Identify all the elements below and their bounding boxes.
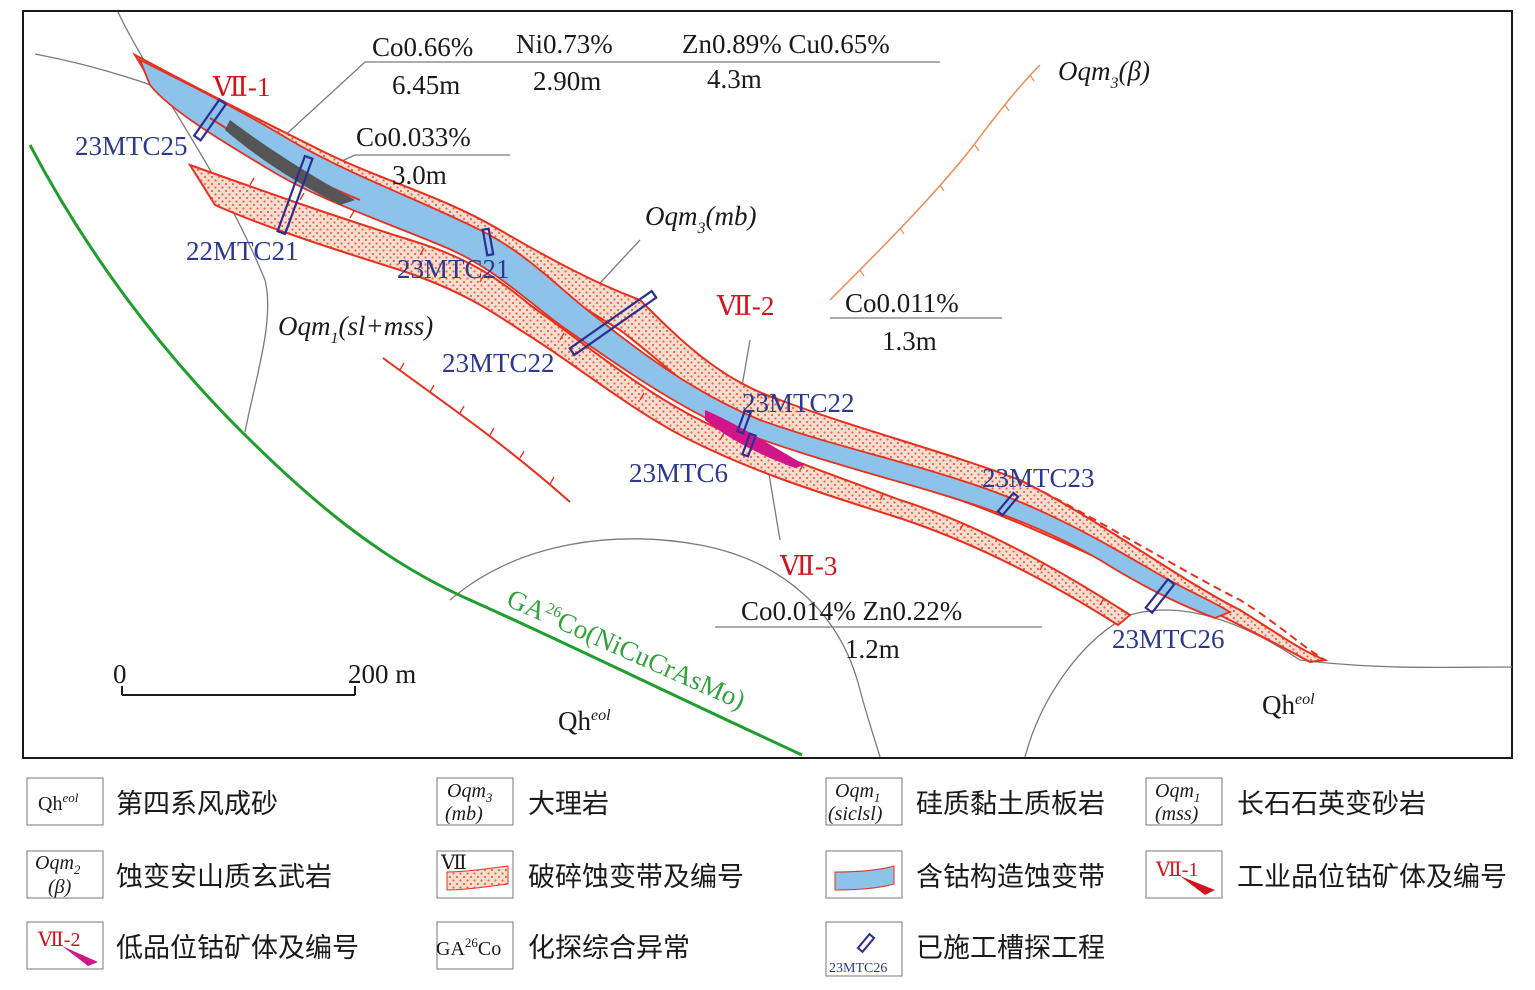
trench-label: 23MTC21: [397, 254, 510, 284]
legend-label: 破碎蚀变带及编号: [528, 862, 744, 893]
trench-label: 23MTC25: [75, 131, 188, 161]
legend-swatch-marble: [436, 777, 514, 826]
orebody-label: Ⅶ-2: [716, 291, 774, 321]
trench-label: 23MTC26: [1112, 624, 1225, 654]
legend-symbol: Oqm3: [447, 780, 493, 805]
legend-symbol: Ⅶ-1: [1155, 859, 1198, 881]
trench-label: 23MTC22: [442, 348, 555, 378]
trench-label: 22MTC21: [186, 236, 299, 266]
legend-swatch-anomaly: [436, 921, 514, 970]
legend-swatch-basalt: [26, 850, 104, 899]
sample-thickness: 1.3m: [882, 326, 937, 356]
sample-thickness: 4.3m: [707, 64, 762, 94]
legend-label: 低品位钴矿体及编号: [116, 933, 359, 964]
legend-label: 长石石英变砂岩: [1237, 789, 1426, 820]
legend-symbol: (β): [48, 876, 72, 898]
formation-marble-label: Oqm3(mb): [645, 201, 756, 237]
cobalt-zone: [138, 58, 1233, 619]
legend-symbol: (mb): [445, 803, 483, 825]
orebody-labels: Ⅶ-1 Ⅶ-2 Ⅶ-3: [212, 72, 837, 581]
sample-grade: Co0.66%: [372, 32, 473, 62]
orebody-VII-1: [225, 120, 355, 205]
legend-symbol: Ⅶ: [440, 852, 467, 874]
trench-label: 23MTC6: [629, 458, 728, 488]
sample-thickness: 2.90m: [533, 66, 601, 96]
legend-swatch-slate: [825, 777, 903, 826]
sample-grade: Co0.011%: [845, 288, 959, 318]
basalt-dike-ticks: [859, 74, 1035, 277]
legend-swatch-aeolian: [26, 777, 104, 826]
legend-symbol: (mss): [1155, 803, 1199, 825]
legend-label: 含钴构造蚀变带: [916, 862, 1105, 893]
formation-basalt-label: Oqm3(β): [1058, 56, 1150, 92]
legend-label: 第四系风成砂: [116, 789, 278, 820]
legend-label: 化探综合异常: [528, 933, 690, 964]
sample-grade: Ni0.73%: [516, 29, 613, 59]
altered-band-lower: [187, 163, 1132, 627]
basalt-dike: [829, 64, 1041, 301]
trench-label: 23MTC23: [982, 463, 1095, 493]
legend-label: 工业品位钴矿体及编号: [1237, 862, 1507, 893]
legend-symbol: Oqm1: [1155, 780, 1200, 805]
legend-label: 大理岩: [528, 789, 609, 820]
legend-orebody-low-mark: [62, 946, 98, 966]
dashed-fault: [1019, 479, 1326, 661]
legend-altered-patch: [446, 865, 509, 891]
legend-orebody-industrial-mark: [1180, 876, 1215, 895]
legend-symbol: Qheol: [38, 790, 79, 815]
formation-slate-label: Oqm1(sl+mss): [278, 311, 433, 347]
legend-symbol: Oqm1: [835, 780, 880, 805]
orebody-label: Ⅶ-3: [779, 551, 837, 581]
sample-grade: Co0.014% Zn0.22%: [741, 596, 962, 626]
fault-ticks: [249, 177, 1105, 606]
sample-grade: Co0.033%: [356, 122, 471, 152]
legend-cobalt-patch: [834, 865, 895, 891]
legend-symbol: Ⅶ-2: [37, 929, 80, 951]
legend-symbol: 23MTC26: [829, 961, 887, 976]
legend-swatch-sandstone: [1145, 777, 1223, 826]
sample-labels: Co0.66% 6.45m Ni0.73% 2.90m Zn0.89% Cu0.…: [356, 29, 962, 664]
legend-label: 蚀变安山质玄武岩: [116, 862, 332, 893]
orebody-label: Ⅶ-1: [212, 72, 270, 102]
scale-bar: 0 200 m: [113, 659, 416, 696]
legend-label: 已施工槽探工程: [916, 933, 1105, 964]
sample-thickness: 1.2m: [845, 634, 900, 664]
legend-symbol: (siclsl): [828, 803, 883, 825]
aeolian-label-left: Qheol: [558, 706, 611, 736]
trench-labels: 23MTC25 22MTC21 23MTC21 23MTC22 23MTC22 …: [75, 131, 1225, 654]
legend-symbol: Oqm2: [35, 852, 81, 877]
anomaly-boundary: [28, 144, 803, 757]
sample-thickness: 6.45m: [392, 70, 460, 100]
legend: Qheol 第四系风成砂 Oqm3 (mb) 大理岩 Oqm1 (siclsl)…: [26, 777, 1507, 977]
legend-trench-mark: [856, 932, 876, 954]
trenches: [192, 98, 1176, 615]
legend-symbol: GA26Co: [436, 935, 501, 960]
legend-label: 硅质黏土质板岩: [916, 789, 1105, 820]
trench-label: 23MTC22: [742, 388, 855, 418]
aeolian-label-right: Qheol: [1262, 690, 1315, 720]
formation-labels: Oqm3(β) Oqm3(mb) Oqm1(sl+mss) Qheol Qheo…: [278, 56, 1315, 736]
scale-end: 200 m: [348, 659, 416, 689]
sample-grade: Zn0.89% Cu0.65%: [682, 29, 890, 59]
sample-thickness: 3.0m: [392, 160, 447, 190]
scale-zero: 0: [113, 659, 127, 689]
